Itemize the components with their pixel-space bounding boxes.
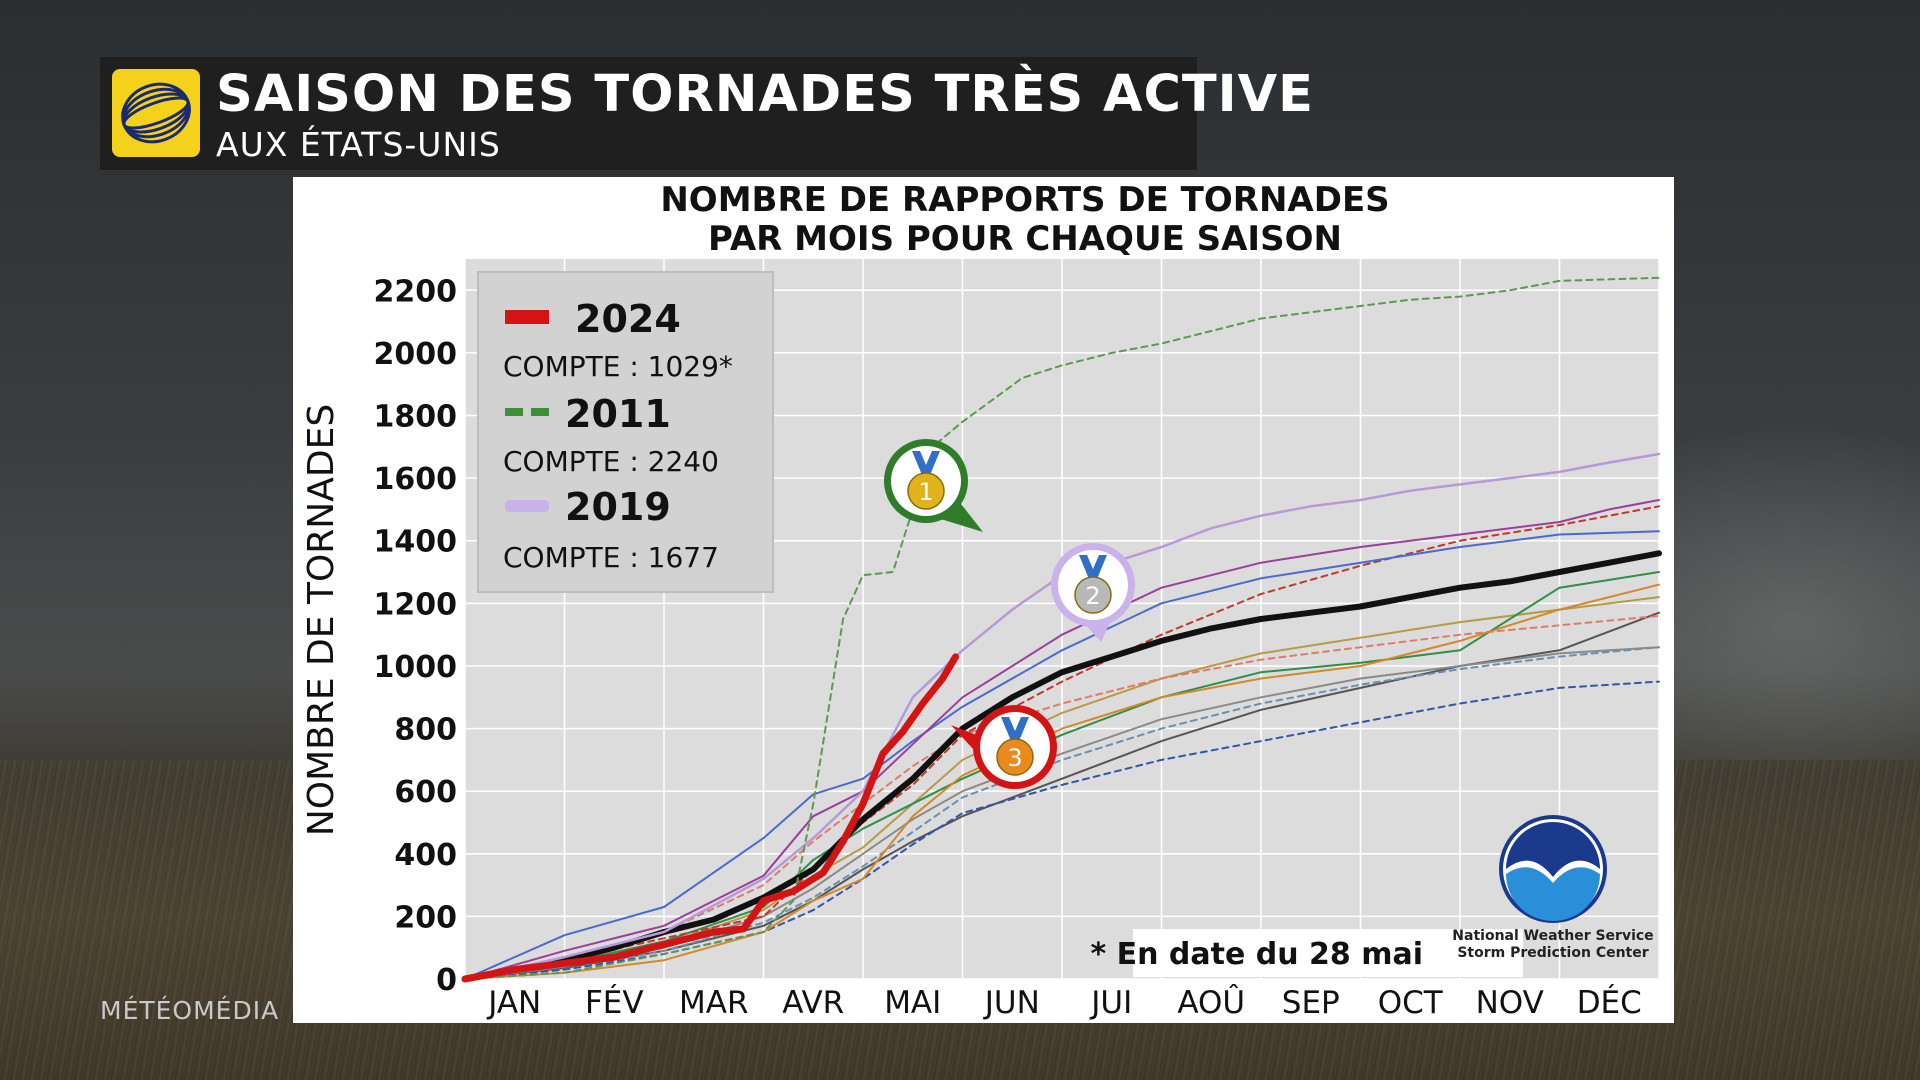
headline-title: SAISON DES TORNADES TRÈS ACTIVE [216, 65, 1314, 124]
x-tick-labels: JAN FÉV MAR AVR MAI JUN JUI AOÛ SEP OCT NOV DÉC [486, 984, 1642, 1021]
medal-icon-3 [996, 738, 1034, 776]
legend-year-2024: 2024 [575, 297, 681, 341]
legend-count-2011: COMPTE : 2240 [503, 445, 719, 478]
legend-count-2024: COMPTE : 1029* [503, 350, 733, 383]
network-logo [112, 69, 200, 157]
x-tick-5: JUN [983, 985, 1040, 1021]
series-line-other-4 [464, 499, 1660, 980]
legend-year-2019: 2019 [565, 485, 671, 529]
legend-box [477, 271, 774, 593]
x-tick-8: SEP [1282, 985, 1340, 1021]
series-line-other-7 [464, 583, 1660, 980]
y-axis-label: NOMBRE DE TORNADES [301, 404, 342, 836]
noaa-bird-icon [1506, 822, 1600, 877]
x-tick-10: NOV [1476, 985, 1544, 1021]
medal-3: 3 [951, 705, 1057, 789]
source-line2: Storm Prediction Center [1457, 945, 1648, 961]
y-tick-7: 1400 [374, 525, 458, 560]
tornado-chart: NOMBRE DE RAPPORTS DE TORNADES PAR MOIS … [301, 180, 1662, 1021]
medal-rank-1: 1 [918, 478, 933, 506]
medal-ribbon-icon-3 [1001, 717, 1029, 741]
x-tick-1: FÉV [585, 985, 644, 1021]
series-line-2024 [461, 653, 959, 983]
y-tick-9: 1800 [374, 400, 458, 435]
headline-banner: SAISON DES TORNADES TRÈS ACTIVE AUX ÉTAT… [100, 57, 1313, 170]
medal-ribbon-icon-1 [912, 451, 940, 475]
footnote-text: * En date du 28 mai [1090, 937, 1423, 972]
x-tick-6: JUI [1089, 985, 1132, 1021]
series-line-2011 [464, 276, 1660, 980]
series-line-other-8 [464, 571, 1660, 980]
globe-logo-icon [121, 82, 191, 144]
y-tick-11: 2200 [374, 274, 458, 309]
series-line-other-12 [464, 646, 1660, 980]
y-tick-5: 1000 [374, 650, 458, 685]
medal-rank-3: 3 [1007, 744, 1022, 772]
x-tick-3: AVR [782, 985, 844, 1021]
footnote-box [1133, 929, 1523, 977]
medal-1: 1 [884, 439, 983, 532]
y-tick-0: 0 [436, 963, 457, 998]
y-tick-6: 1200 [374, 587, 458, 622]
medal-rank-2: 2 [1085, 582, 1100, 610]
legend-swatch-2024 [505, 310, 549, 324]
y-tick-10: 2000 [374, 337, 458, 372]
y-tick-8: 1600 [374, 462, 458, 497]
source-line1: National Weather Service [1452, 928, 1653, 944]
chart-title-line2: PAR MOIS POUR CHAQUE SAISON [708, 219, 1342, 259]
medal-ribbon-icon-2 [1079, 555, 1107, 579]
x-tick-7: AOÛ [1177, 984, 1245, 1021]
legend-year-2011: 2011 [565, 392, 671, 436]
noaa-wave-icon [1506, 867, 1600, 921]
y-tick-4: 800 [394, 713, 457, 748]
medal-2: 2 [1051, 543, 1135, 642]
legend-swatch-2019 [505, 500, 549, 512]
x-tick-0: JAN [486, 985, 541, 1021]
legend-count-2019: COMPTE : 1677 [503, 541, 719, 574]
x-tick-9: OCT [1378, 985, 1444, 1021]
series-line-2019 [463, 452, 1661, 981]
noaa-logo: National Weather Service Storm Predictio… [1452, 815, 1654, 961]
x-tick-4: MAI [884, 985, 941, 1021]
legend: 2024 COMPTE : 1029* 2011 COMPTE : 2240 2… [477, 271, 774, 593]
medal-icon-1 [907, 472, 945, 510]
medal-icon-2 [1074, 576, 1112, 614]
series-line-other-5 [464, 530, 1660, 980]
x-tick-2: MAR [679, 985, 749, 1021]
y-tick-labels: 0 200 400 600 800 1000 1200 1400 1600 1800 2000 220… [374, 274, 458, 998]
headline-subtitle: AUX ÉTATS-UNIS [216, 125, 501, 164]
y-tick-3: 600 [394, 775, 457, 810]
y-tick-2: 400 [394, 838, 457, 873]
x-tick-11: DÉC [1577, 985, 1642, 1021]
medal-markers: 1 2 3 [884, 439, 1135, 789]
chart-card: NOMBRE DE RAPPORTS DE TORNADES PAR MOIS … [293, 177, 1674, 1023]
chart-title-line1: NOMBRE DE RAPPORTS DE TORNADES [660, 180, 1389, 220]
y-tick-1: 200 [394, 900, 457, 935]
broadcaster-watermark: MÉTÉOMÉDIA [100, 996, 280, 1025]
